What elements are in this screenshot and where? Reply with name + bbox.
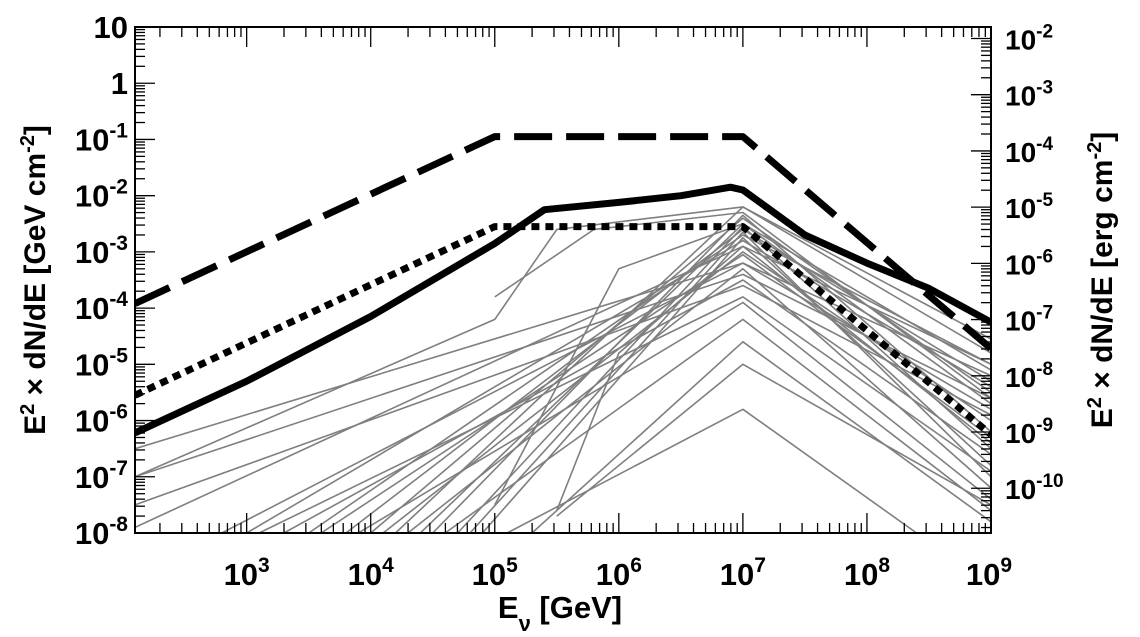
model-line-24 (494, 223, 991, 506)
y-tick-label-left: 1 (111, 66, 128, 101)
model-line-28 (556, 363, 991, 517)
x-tick-label: 109 (966, 554, 1012, 592)
model-line-6 (246, 239, 991, 533)
x-tick-label: 108 (844, 554, 890, 592)
y-tick-label-right: 10-3 (1005, 78, 1053, 112)
model-line-1 (135, 273, 991, 478)
model-line-17 (357, 301, 991, 533)
model-line-16 (407, 267, 991, 533)
y-tick-label-left: 10-2 (75, 176, 128, 214)
model-line-19 (531, 340, 991, 533)
y-tick-label-right: 10-10 (1005, 471, 1064, 505)
model-line-27 (494, 211, 991, 399)
y-tick-label-left: 10-1 (75, 119, 128, 157)
y-tick-label-right: 10-4 (1005, 134, 1053, 168)
model-line-21 (419, 223, 991, 533)
x-tick-label: 107 (720, 554, 766, 592)
model-line-2 (135, 284, 991, 506)
x-tick-label: 104 (348, 554, 394, 592)
y-tick-label-left: 10-3 (75, 232, 128, 270)
dotted-series-line (135, 223, 991, 438)
thin-lines-group (135, 206, 991, 533)
x-tick-label: 103 (224, 554, 270, 592)
dashed-series-line (135, 133, 991, 352)
series-group (135, 133, 991, 438)
model-line-9 (394, 206, 991, 533)
y-tick-label-right: 10-2 (1005, 21, 1053, 55)
y-axis-title-right: E2 × dN/dE [erg cm-2] (1084, 132, 1119, 429)
x-tick-label: 105 (472, 554, 518, 592)
ticks-group (135, 26, 992, 534)
model-line-18 (444, 318, 991, 533)
model-line-5 (308, 234, 991, 533)
model-line-14 (258, 296, 991, 533)
model-line-26 (135, 206, 991, 478)
tick-labels-group: 103 104 105 106 107 108 109 10 1 10-1 10-2 10-3 10-4… (75, 10, 1064, 592)
model-line-15 (481, 237, 991, 533)
model-line-8 (370, 217, 991, 533)
y-tick-label-right: 10-9 (1005, 415, 1053, 449)
y-tick-label-left: 10 (94, 10, 128, 45)
y-tick-label-left: 10-5 (75, 344, 128, 382)
model-line-23 (469, 231, 991, 533)
y-tick-label-right: 10-6 (1005, 246, 1053, 280)
x-tick-label: 106 (596, 554, 642, 592)
y-tick-label-right: 10-7 (1005, 303, 1053, 337)
model-line-3 (135, 245, 991, 529)
y-tick-label-left: 10-6 (75, 401, 128, 439)
solid-series-line (135, 183, 991, 437)
plot-frame (134, 26, 992, 534)
model-line-25 (556, 245, 991, 511)
y-tick-label-right: 10-5 (1005, 190, 1053, 224)
y-tick-label-left: 10-7 (75, 457, 128, 495)
y-axis-title-left: E2 × dN/dE [GeV cm-2] (17, 125, 52, 435)
y-tick-label-left: 10-4 (75, 288, 128, 326)
y-tick-label-left: 10-8 (75, 513, 128, 551)
y-tick-label-right: 10-8 (1005, 359, 1053, 393)
x-axis-title: Eν [GeV] (498, 590, 622, 636)
